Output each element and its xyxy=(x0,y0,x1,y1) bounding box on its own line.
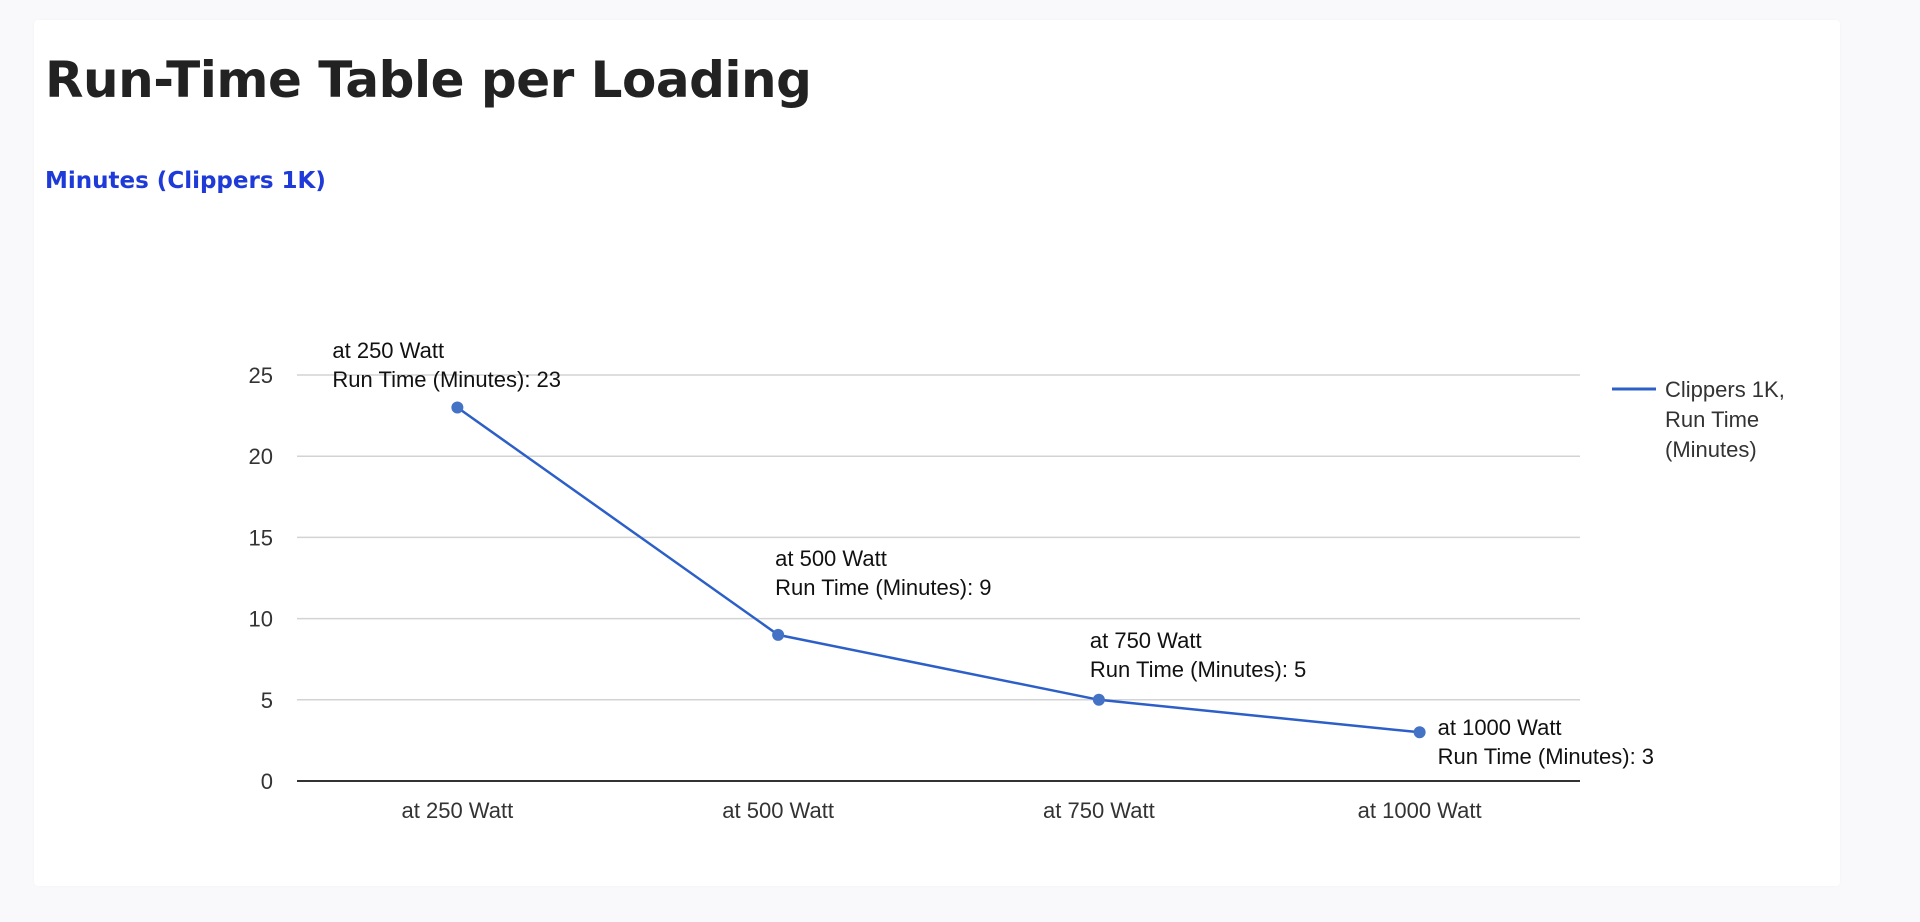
x-tick-label: at 500 Watt xyxy=(722,798,834,823)
legend-label: (Minutes) xyxy=(1665,437,1757,462)
y-tick-label: 15 xyxy=(249,525,273,550)
x-tick-label: at 750 Watt xyxy=(1043,798,1155,823)
data-point[interactable] xyxy=(1092,693,1105,706)
series-line xyxy=(456,406,1420,734)
data-label: at 1000 Watt xyxy=(1438,715,1562,740)
data-label: at 750 Watt xyxy=(1090,628,1202,653)
y-tick-label: 5 xyxy=(261,688,273,713)
y-tick-label: 0 xyxy=(261,769,273,794)
data-point[interactable] xyxy=(772,628,785,641)
legend-label: Run Time xyxy=(1665,407,1759,432)
y-tick-label: 20 xyxy=(249,444,273,469)
page-title: Run-Time Table per Loading xyxy=(45,51,812,109)
data-label: Run Time (Minutes): 23 xyxy=(332,367,561,392)
chart-card xyxy=(34,20,1840,886)
data-point[interactable] xyxy=(451,401,464,414)
y-tick-label: 25 xyxy=(249,363,273,388)
data-label: Run Time (Minutes): 3 xyxy=(1438,744,1654,769)
data-point[interactable] xyxy=(1413,726,1426,739)
legend-label: Clippers 1K, xyxy=(1665,377,1785,402)
data-label: at 500 Watt xyxy=(775,546,887,571)
data-label: at 250 Watt xyxy=(332,338,444,363)
y-tick-label: 10 xyxy=(249,607,273,632)
x-tick-label: at 1000 Watt xyxy=(1358,798,1482,823)
chart-title: Minutes (Clippers 1K) xyxy=(45,168,326,194)
x-tick-label: at 250 Watt xyxy=(402,798,514,823)
data-label: Run Time (Minutes): 5 xyxy=(1090,657,1306,682)
data-label: Run Time (Minutes): 9 xyxy=(775,575,991,600)
